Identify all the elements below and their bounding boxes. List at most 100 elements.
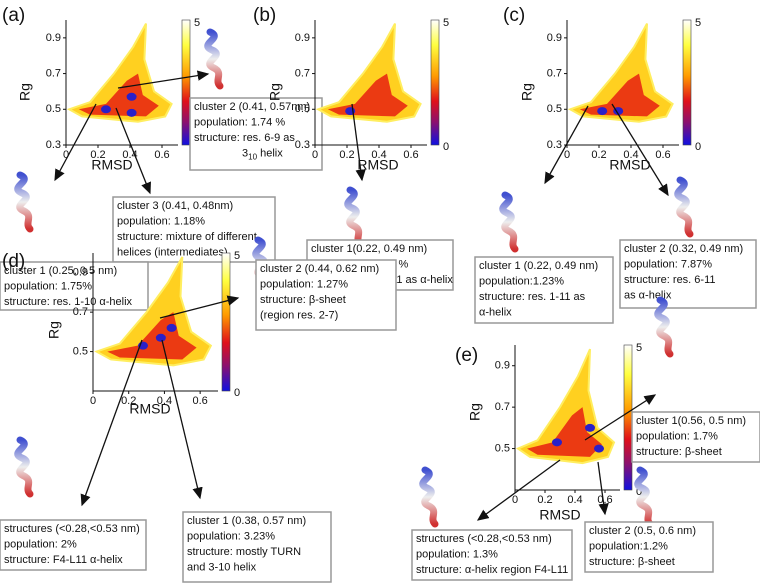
x-tick-label: 0.2: [591, 149, 606, 161]
y-tick-label: 0.5: [495, 442, 510, 454]
arrow: [611, 103, 669, 197]
annotation-line: cluster 1 (0.22, 0.49 nm): [479, 260, 598, 272]
x-tick-label: 0: [63, 149, 69, 161]
arrow: [159, 295, 240, 319]
x-tick-label: 0: [564, 149, 570, 161]
x-tick-label: 0.4: [567, 494, 582, 506]
annotation-line: population: 1.18%: [117, 215, 205, 227]
colorbar-tick-label: 0: [234, 387, 240, 399]
annotation-line: 310 helix: [242, 147, 283, 161]
protein-ribbon: [634, 466, 654, 528]
annotation-line: structure: mixture of different: [117, 231, 257, 243]
x-tick-label: 0.2: [90, 149, 105, 161]
protein-ribbon: [674, 176, 694, 238]
annotation-line: cluster 3 (0.41, 0.48nm): [117, 200, 233, 212]
cluster-spot: [126, 92, 137, 101]
cluster-spot: [597, 107, 608, 116]
protein-ribbon: [204, 28, 224, 90]
y-axis-label: Rg: [46, 321, 62, 339]
annotation-line: structure: res. 1-10 α-helix: [4, 296, 133, 308]
x-tick-label: 0: [512, 494, 518, 506]
annotation-line: structure: β-sheet: [589, 556, 675, 568]
cluster-spot: [585, 423, 595, 432]
arrow: [597, 461, 609, 516]
y-tick-label: 0.9: [295, 32, 310, 44]
protein-ribbon: [499, 191, 519, 253]
annotation-box: [189, 97, 323, 171]
x-tick-label: 0: [90, 395, 96, 407]
annotation-line: population: 1.75%: [4, 280, 92, 292]
annotation-line: structures (<0.28,<0.53 nm): [4, 523, 140, 535]
annotation-line: structure: β-sheet: [260, 294, 346, 306]
colorbar: [221, 252, 231, 392]
cluster-spot: [552, 438, 562, 447]
annotation-line: cluster 2 (0.5, 0.6 nm): [589, 525, 696, 537]
annotation-line: structure: res. 6-9 as: [194, 132, 295, 144]
y-tick-label: 0.9: [495, 360, 510, 372]
x-axis-label: RMSD: [539, 507, 580, 523]
arrow: [80, 339, 143, 507]
arrow: [351, 103, 366, 182]
colorbar: [682, 19, 692, 146]
annotation-line: population:1.23%: [479, 275, 564, 287]
annotation-box: [411, 529, 573, 581]
protein-ribbon: [14, 171, 34, 233]
annotation-line: cluster 2 (0.41, 0.57nm): [194, 101, 310, 113]
panel-label: (e): [455, 345, 478, 366]
annotation-line: population:1.2%: [589, 540, 668, 552]
colorbar-tick-label: 0: [636, 486, 642, 498]
colorbar-tick-label: 5: [194, 17, 200, 29]
colorbar-tick-label: 0: [695, 141, 701, 153]
y-axis-label: Rg: [467, 403, 483, 421]
annotation-line: and 3-10 helix: [187, 561, 257, 573]
y-tick-label: 0.5: [73, 345, 88, 357]
x-axis-label: RMSD: [609, 157, 650, 173]
density-core: [107, 312, 197, 360]
colorbar: [181, 19, 191, 146]
annotation-line: structure: α-helix region F4-L11: [416, 564, 568, 576]
colorbar-tick-label: 5: [695, 17, 701, 29]
annotation-line: cluster 1 (0.25, 0.5 nm): [4, 265, 117, 277]
density-core: [327, 73, 408, 117]
annotation-line: structure: res. 6-11: [624, 274, 716, 286]
annotation-line: structure: β-sheet: [636, 446, 722, 458]
annotation-box: [474, 256, 614, 324]
cluster-spot: [594, 444, 604, 453]
protein-ribbon: [419, 466, 439, 528]
annotation-box: [112, 196, 276, 263]
colorbar: [623, 344, 633, 491]
y-axis-label: Rg: [17, 83, 33, 101]
cluster-spot: [126, 108, 137, 117]
annotation-line: (region res. 2-7): [260, 309, 338, 321]
x-tick-label: 0.6: [154, 149, 169, 161]
y-tick-label: 0.7: [46, 67, 61, 79]
panel-label: (c): [503, 5, 525, 26]
annotation-line: helices (intermediates): [117, 246, 228, 258]
annotation-text: 3: [242, 147, 248, 159]
panel-label: (d): [2, 251, 25, 272]
annotation-line: population: 2%: [4, 538, 77, 550]
density-core: [527, 407, 602, 457]
x-tick-label: 0.6: [403, 149, 418, 161]
x-tick-label: 0.6: [655, 149, 670, 161]
y-tick-label: 0.9: [547, 32, 562, 44]
annotation-line: structure: mostly TURN: [187, 546, 301, 558]
protein-ribbon: [654, 296, 674, 358]
y-tick-label: 0.5: [547, 103, 562, 115]
colorbar-tick-label: 0: [443, 141, 449, 153]
annotation-line: population: 7.87%: [624, 258, 712, 270]
annotation-box: [584, 521, 714, 573]
x-tick-label: 0.4: [157, 395, 172, 407]
x-axis-label: RMSD: [129, 401, 170, 417]
arrow: [117, 70, 210, 89]
annotation-box: [619, 239, 757, 309]
x-axis-label: RMSD: [357, 157, 398, 173]
arrow: [115, 107, 151, 195]
colorbar: [430, 19, 440, 146]
arrow: [54, 103, 97, 182]
y-tick-label: 0.5: [46, 103, 61, 115]
y-tick-label: 0.7: [295, 67, 310, 79]
panel-label: (a): [2, 5, 25, 26]
arrow: [584, 394, 657, 441]
annotation-box: [0, 519, 147, 571]
